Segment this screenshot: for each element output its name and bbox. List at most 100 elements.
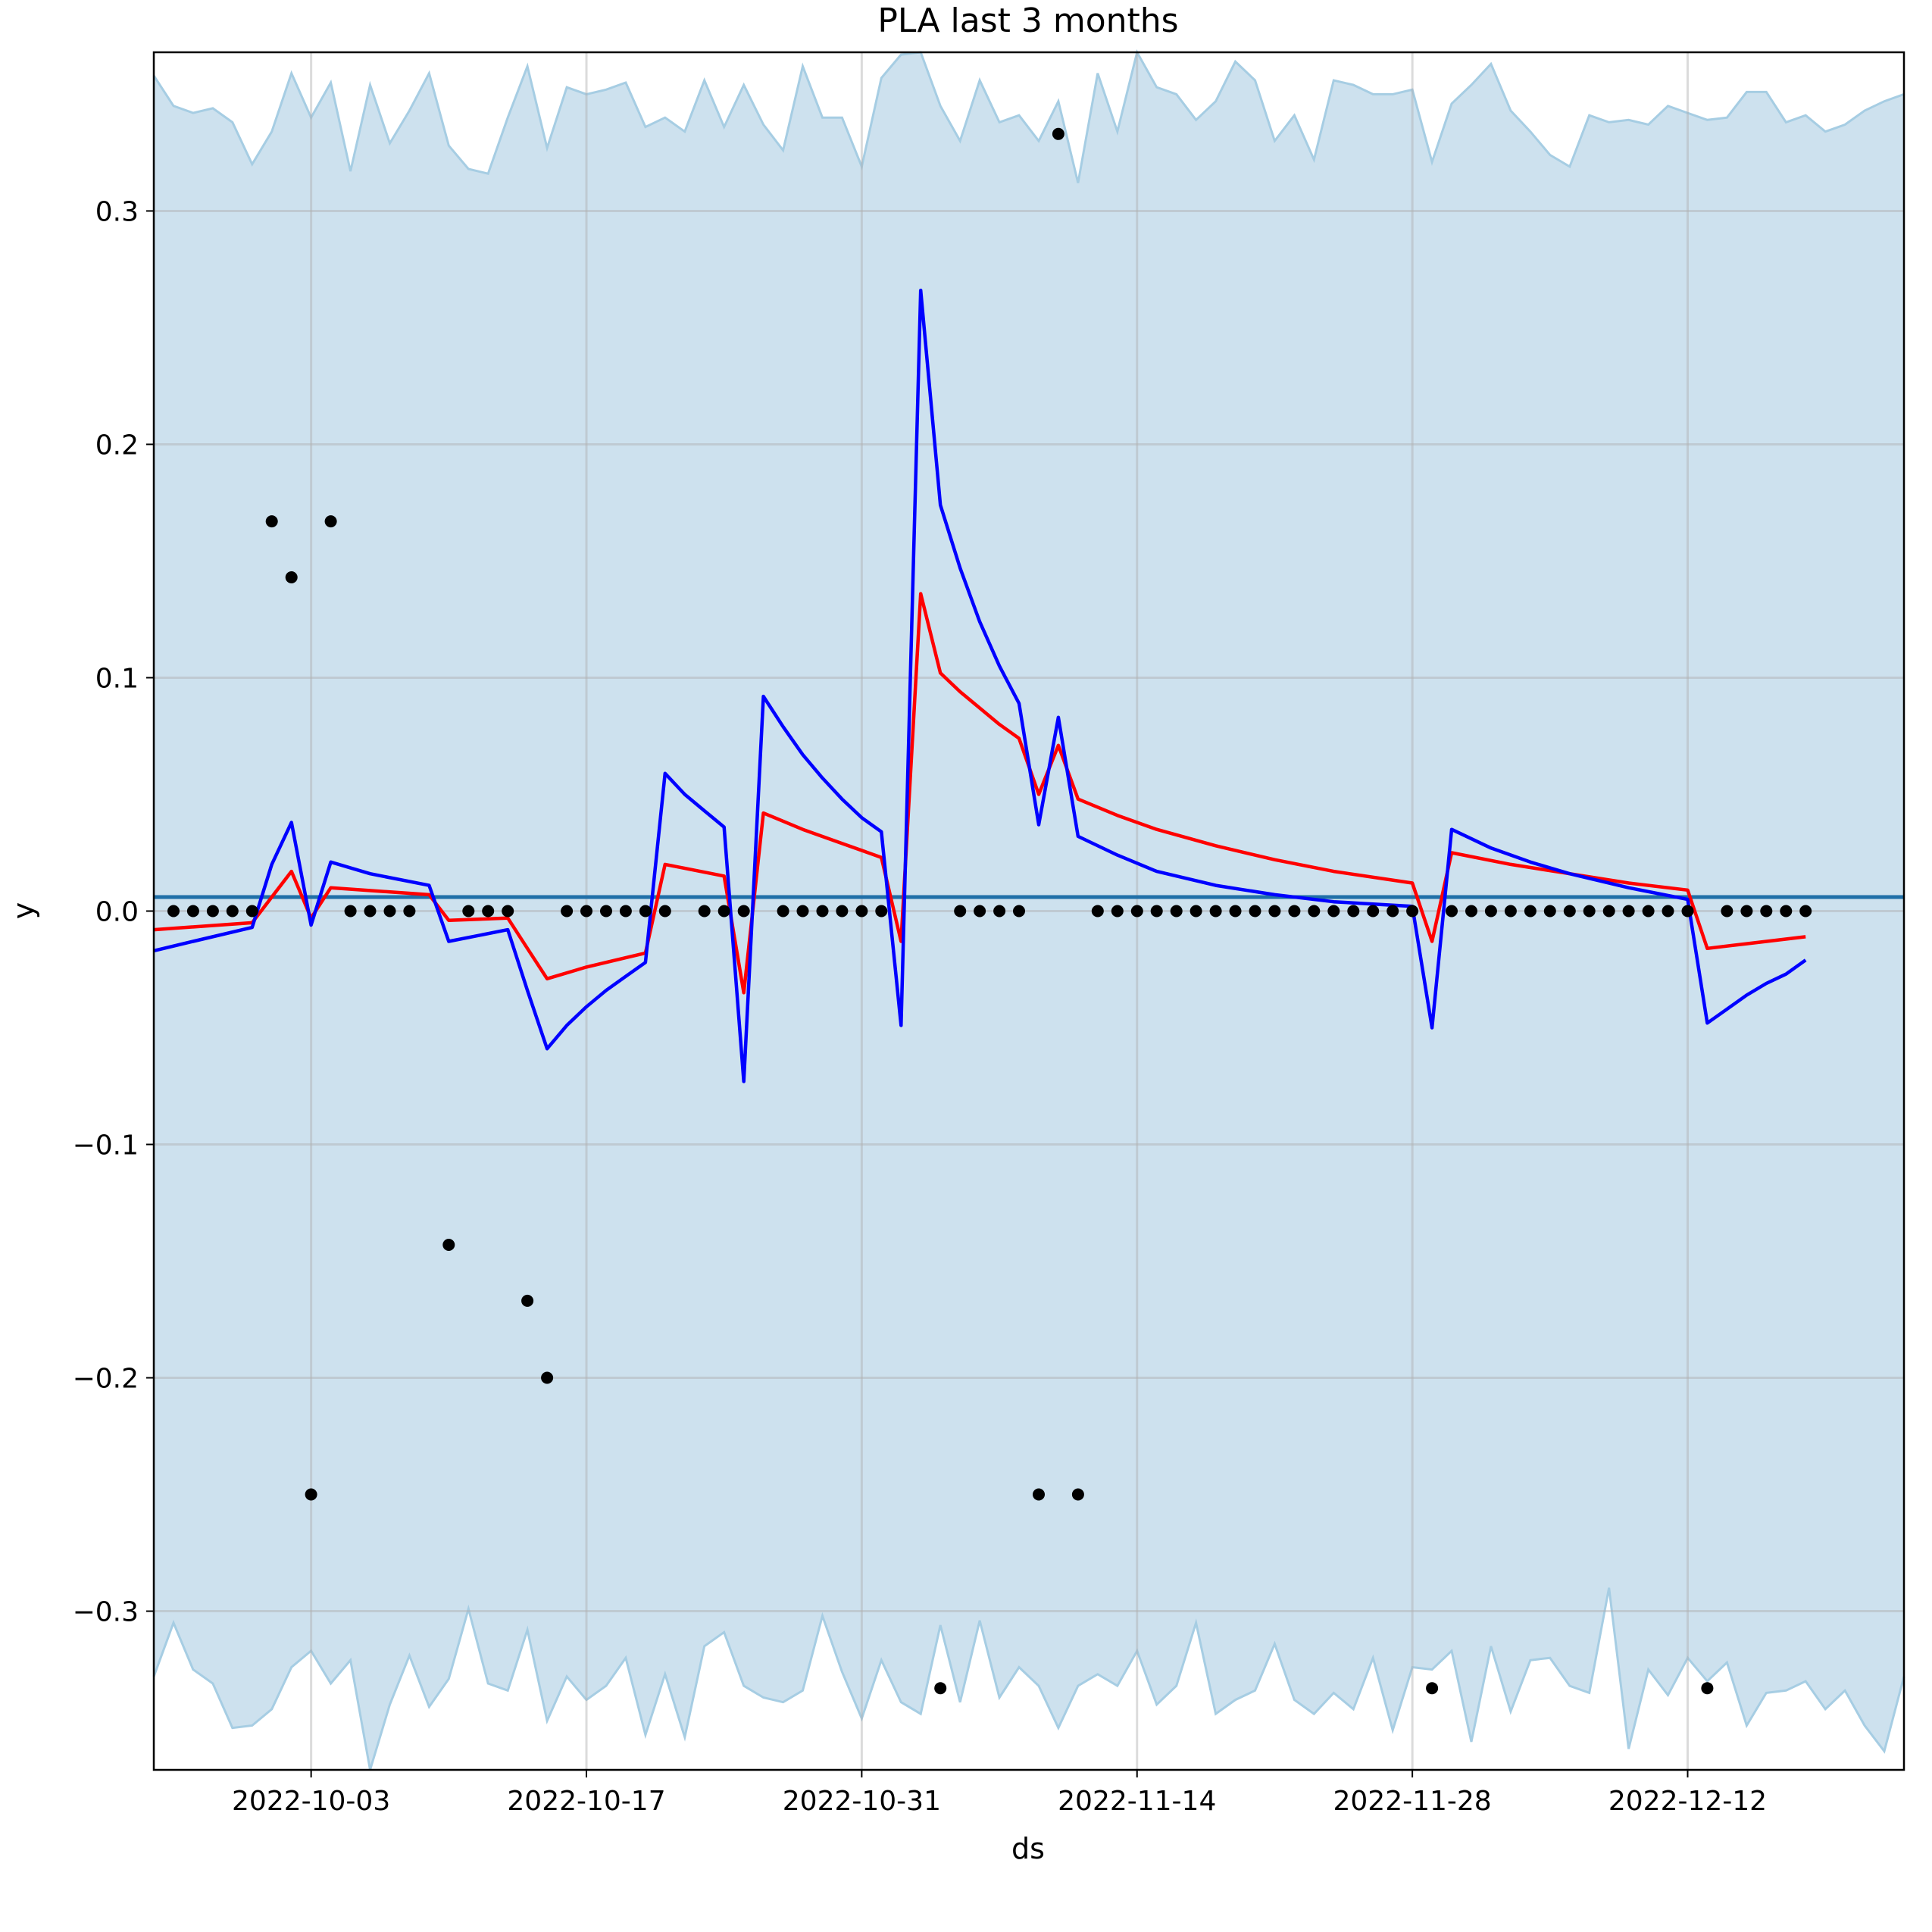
- x-tick-label: 2022-10-03: [232, 1786, 390, 1817]
- observed-point: [619, 905, 632, 918]
- x-tick-label: 2022-11-28: [1333, 1786, 1492, 1817]
- y-tick-label: 0.3: [95, 196, 139, 227]
- observed-point: [1760, 905, 1773, 918]
- chart-title: PLA last 3 months: [877, 2, 1178, 40]
- observed-point: [1426, 1682, 1439, 1695]
- observed-point: [698, 905, 711, 918]
- observed-point: [875, 905, 888, 918]
- observed-point: [1150, 905, 1163, 918]
- y-tick-label: −0.2: [73, 1364, 139, 1395]
- observed-point: [1622, 905, 1635, 918]
- observed-point: [462, 905, 475, 918]
- y-tick-label: 0.2: [95, 430, 139, 461]
- observed-points-layer: [167, 127, 1812, 1695]
- observed-point: [1367, 905, 1380, 918]
- observed-point: [403, 905, 416, 918]
- observed-point: [206, 905, 219, 918]
- observed-point: [442, 1239, 455, 1251]
- observed-point: [265, 515, 278, 528]
- observed-point: [245, 905, 258, 918]
- observed-point: [1484, 905, 1497, 918]
- observed-point: [1583, 905, 1596, 918]
- observed-point: [1543, 905, 1556, 918]
- y-tick-label: −0.1: [73, 1130, 139, 1161]
- observed-point: [1563, 905, 1576, 918]
- observed-point: [1209, 905, 1222, 918]
- y-axis: −0.3 −0.2 −0.1 0.0 0.1 0.2 0.3: [73, 196, 154, 1628]
- observed-point: [816, 905, 829, 918]
- observed-point: [954, 905, 967, 918]
- observed-point: [1799, 905, 1812, 918]
- observed-point: [737, 905, 750, 918]
- observed-point: [541, 1371, 554, 1384]
- x-tick-label: 2022-10-31: [783, 1786, 941, 1817]
- x-tick-label: 2022-12-12: [1608, 1786, 1767, 1817]
- observed-point: [1780, 905, 1793, 918]
- x-tick-label: 2022-10-17: [507, 1786, 665, 1817]
- observed-point: [1170, 905, 1183, 918]
- observed-point: [1642, 905, 1655, 918]
- observed-point: [658, 905, 671, 918]
- observed-point: [1268, 905, 1281, 918]
- y-tick-label: 0.0: [95, 897, 139, 928]
- observed-point: [1721, 905, 1733, 918]
- observed-point: [1229, 905, 1242, 918]
- observed-point: [1111, 905, 1124, 918]
- observed-point: [226, 905, 239, 918]
- observed-point: [639, 905, 652, 918]
- x-axis: 2022-10-03 2022-10-17 2022-10-31 2022-11-14…: [232, 1770, 1767, 1817]
- observed-point: [993, 905, 1006, 918]
- y-axis-title: y: [7, 902, 40, 920]
- observed-point: [482, 905, 495, 918]
- observed-point: [1681, 905, 1694, 918]
- observed-point: [1740, 905, 1753, 918]
- blue-series-line: [153, 288, 1807, 1083]
- observed-point: [364, 905, 377, 918]
- observed-point: [1033, 1488, 1045, 1501]
- series-layer: [153, 288, 1807, 1083]
- observed-point: [974, 905, 986, 918]
- band-lower-edge: [152, 1587, 1905, 1771]
- observed-point: [777, 905, 789, 918]
- observed-point: [1327, 905, 1340, 918]
- observed-point: [1465, 905, 1477, 918]
- observed-point: [1013, 905, 1025, 918]
- observed-point: [934, 1682, 947, 1695]
- observed-point: [1130, 905, 1143, 918]
- observed-point: [285, 571, 298, 583]
- observed-point: [1052, 127, 1064, 140]
- observed-point: [1602, 905, 1615, 918]
- uncertainty-band-layer: [152, 48, 1905, 1771]
- observed-point: [1524, 905, 1537, 918]
- y-tick-label: −0.3: [73, 1597, 139, 1628]
- observed-point: [1071, 1488, 1084, 1501]
- observed-point: [717, 905, 730, 918]
- observed-point: [1347, 905, 1360, 918]
- observed-point: [502, 905, 514, 918]
- observed-point: [580, 905, 592, 918]
- x-tick-label: 2022-11-14: [1058, 1786, 1216, 1817]
- observed-point: [1091, 905, 1104, 918]
- observed-point: [561, 905, 574, 918]
- observed-point: [1386, 905, 1399, 918]
- observed-point: [1504, 905, 1517, 918]
- x-axis-title: ds: [1011, 1832, 1045, 1865]
- observed-point: [1249, 905, 1261, 918]
- uncertainty-band: [154, 52, 1904, 1770]
- observed-point: [796, 905, 809, 918]
- observed-point: [344, 905, 357, 918]
- observed-point: [1446, 905, 1458, 918]
- observed-point: [1288, 905, 1301, 918]
- observed-point: [1701, 1682, 1714, 1695]
- observed-point: [1662, 905, 1674, 918]
- observed-point: [305, 1488, 317, 1501]
- observed-point: [167, 905, 180, 918]
- band-upper-edge: [152, 48, 1905, 183]
- observed-point: [855, 905, 868, 918]
- observed-point: [836, 905, 849, 918]
- observed-point: [1406, 905, 1419, 918]
- observed-point: [600, 905, 612, 918]
- observed-point: [186, 905, 199, 918]
- y-tick-label: 0.1: [95, 663, 139, 694]
